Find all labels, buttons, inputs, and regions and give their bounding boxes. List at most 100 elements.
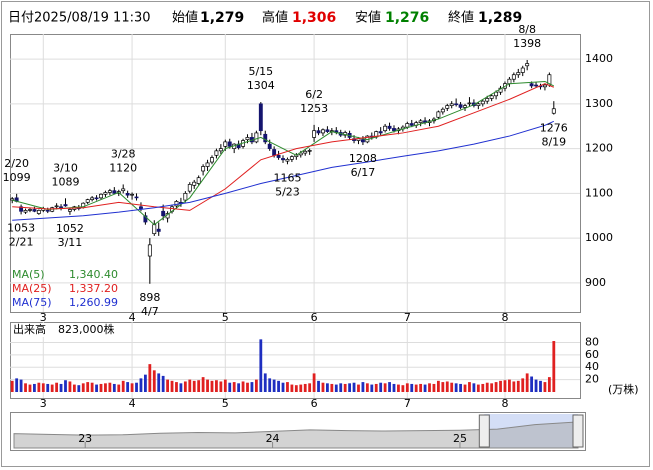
candle-body bbox=[32, 209, 37, 212]
volume-bar bbox=[379, 382, 383, 392]
candle-body bbox=[45, 210, 50, 212]
volume-bar bbox=[508, 379, 511, 392]
volume-bar bbox=[95, 384, 98, 392]
candle-body bbox=[196, 177, 201, 184]
volume-bar bbox=[259, 339, 263, 392]
candle-body bbox=[494, 91, 499, 97]
candle-body bbox=[272, 149, 277, 156]
candle-body bbox=[210, 157, 214, 163]
volume-bar bbox=[241, 381, 245, 392]
volume-bar bbox=[317, 380, 320, 392]
candle-body bbox=[409, 123, 414, 126]
volume-bar bbox=[37, 382, 41, 392]
volume-bar bbox=[24, 383, 27, 392]
candle-body bbox=[54, 205, 59, 208]
legend-value: 1,337.20 bbox=[69, 282, 118, 295]
candle-body bbox=[418, 120, 423, 123]
ma-line bbox=[12, 120, 555, 221]
volume-bar bbox=[383, 383, 387, 392]
candle-body bbox=[134, 196, 139, 199]
volume-bar bbox=[423, 384, 427, 392]
volume-bar bbox=[326, 383, 329, 392]
volume-bar bbox=[410, 383, 414, 392]
header-label: 日付 bbox=[8, 11, 34, 26]
candle-body bbox=[143, 215, 148, 223]
nav-handle[interactable] bbox=[478, 414, 490, 448]
volume-title-bg bbox=[11, 323, 123, 337]
candle-body bbox=[67, 209, 72, 212]
volume-bar bbox=[330, 383, 334, 392]
volume-bar bbox=[15, 378, 19, 392]
annotation-date: 3/10 bbox=[53, 161, 78, 174]
volume-bar bbox=[126, 382, 130, 392]
volume-bar bbox=[419, 383, 423, 392]
annotation-date: 6/17 bbox=[351, 166, 376, 179]
volume-bar bbox=[130, 383, 134, 392]
legend-name: MA(5) bbox=[12, 268, 45, 281]
volume-bar bbox=[81, 383, 85, 392]
volume-bar bbox=[59, 383, 63, 392]
candle-body bbox=[551, 108, 556, 114]
candle-body bbox=[312, 130, 317, 138]
volume-bar bbox=[490, 383, 494, 392]
annotation-value: 1052 bbox=[56, 222, 84, 235]
annotation-value: 898 bbox=[139, 291, 160, 304]
volume-bar bbox=[166, 379, 169, 392]
y-tick-label: 80 bbox=[585, 335, 599, 348]
candle-body bbox=[476, 103, 481, 106]
candle-body bbox=[85, 199, 90, 203]
volume-bar bbox=[90, 382, 94, 392]
candle-body bbox=[383, 125, 388, 132]
volume-bar bbox=[179, 383, 183, 392]
x-tick-label: 7 bbox=[404, 311, 411, 324]
volume-bar bbox=[441, 382, 445, 392]
volume-bar bbox=[139, 378, 143, 392]
candle-body bbox=[130, 193, 135, 196]
volume-bar bbox=[72, 384, 76, 392]
annotation-value: 1089 bbox=[51, 175, 79, 188]
volume-bar bbox=[254, 379, 258, 392]
volume-bar bbox=[397, 384, 400, 392]
nav-tick-label: 24 bbox=[266, 432, 280, 445]
volume-bar bbox=[206, 379, 209, 392]
annotation-value: 1208 bbox=[349, 152, 377, 165]
volume-bar bbox=[357, 384, 360, 392]
candle-body bbox=[28, 209, 32, 211]
volume-bar bbox=[352, 382, 356, 392]
volume-bar bbox=[68, 381, 72, 392]
header-label: 終値 bbox=[448, 10, 474, 26]
candle-body bbox=[463, 105, 467, 108]
volume-bar bbox=[388, 382, 391, 392]
volume-bar bbox=[148, 364, 152, 392]
volume-bar bbox=[428, 383, 431, 392]
volume-bar bbox=[19, 379, 23, 392]
candle-body bbox=[94, 197, 99, 200]
volume-bar bbox=[157, 373, 161, 392]
x-tick-label: 5 bbox=[222, 397, 229, 410]
volume-bar bbox=[294, 385, 298, 392]
volume-bar bbox=[268, 378, 272, 392]
annotation-value: 1253 bbox=[300, 102, 328, 115]
volume-bar bbox=[499, 380, 502, 392]
volume-bar bbox=[175, 382, 178, 392]
nav-handle[interactable] bbox=[572, 414, 584, 448]
x-tick-label: 4 bbox=[129, 397, 136, 410]
candle-body bbox=[289, 156, 294, 160]
volume-bar bbox=[481, 383, 485, 392]
volume-bar bbox=[281, 382, 285, 392]
y-tick-label: 60 bbox=[585, 348, 599, 361]
header-value: 1,289 bbox=[478, 10, 522, 26]
volume-bar bbox=[77, 385, 81, 392]
volume-bar bbox=[459, 383, 462, 392]
volume-bar bbox=[290, 384, 294, 392]
volume-bar bbox=[525, 373, 529, 392]
legend-name: MA(75) bbox=[12, 296, 52, 309]
volume-bar bbox=[512, 381, 516, 392]
volume-bar bbox=[250, 382, 254, 392]
candle-body bbox=[542, 84, 547, 88]
volume-bar bbox=[188, 379, 192, 392]
volume-bar bbox=[348, 383, 352, 392]
candle-body bbox=[107, 190, 112, 193]
